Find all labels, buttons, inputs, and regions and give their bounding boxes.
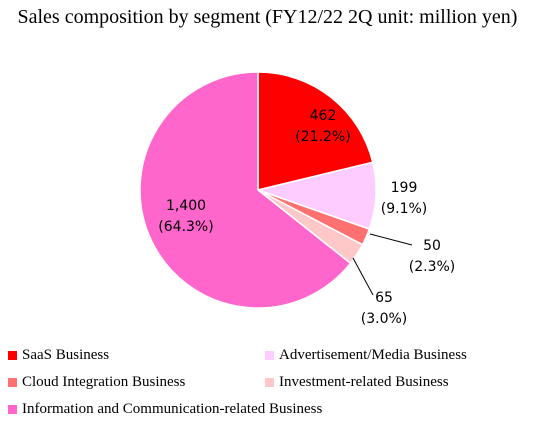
legend-label-information: Information and Communication-related Bu… <box>22 401 323 417</box>
legend-item-investment: Investment-related Business <box>265 374 449 391</box>
pie-slice-saas <box>257 71 374 191</box>
legend-label-cloud: Cloud Integration Business <box>22 374 186 390</box>
legend-swatch-advertisement <box>265 351 274 360</box>
legend-label-investment: Investment-related Business <box>279 374 449 390</box>
legend-swatch-investment <box>265 378 274 387</box>
pie-slice-information <box>139 71 352 309</box>
data-label-percent-saas: (21.2%) <box>295 129 350 145</box>
legend-label-saas: SaaS Business <box>22 347 110 363</box>
legend-swatch-cloud <box>8 378 17 387</box>
chart-title: Sales composition by segment (FY12/22 2Q… <box>17 6 518 28</box>
leader-line-cloud <box>369 233 413 246</box>
legend-item-cloud: Cloud Integration Business <box>8 374 185 391</box>
data-label-percent-cloud: (2.3%) <box>409 259 456 275</box>
legend-item-saas: SaaS Business <box>8 347 109 364</box>
data-label-value-advertisement: 199 <box>391 180 418 196</box>
data-label-value-information: 1,400 <box>166 198 206 214</box>
legend-swatch-saas <box>8 351 17 360</box>
data-label-value-saas: 462 <box>310 108 337 124</box>
leader-line-investment <box>352 257 374 296</box>
legend-swatch-information <box>8 405 17 414</box>
data-label-percent-investment: (3.0%) <box>361 311 408 327</box>
legend-item-advertisement: Advertisement/Media Business <box>265 347 467 364</box>
data-label-percent-advertisement: (9.1%) <box>381 201 428 217</box>
legend-item-information: Information and Communication-related Bu… <box>8 401 322 418</box>
legend-label-advertisement: Advertisement/Media Business <box>279 347 467 363</box>
data-label-value-cloud: 50 <box>423 238 441 254</box>
data-label-value-investment: 65 <box>375 290 393 306</box>
data-label-percent-information: (64.3%) <box>158 219 213 235</box>
